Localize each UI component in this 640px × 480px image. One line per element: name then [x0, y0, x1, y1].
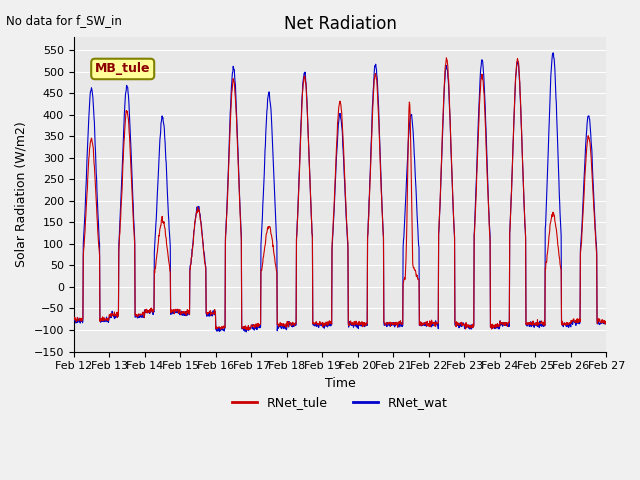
Title: Net Radiation: Net Radiation [284, 15, 396, 33]
X-axis label: Time: Time [324, 377, 355, 390]
Text: No data for f_SW_in: No data for f_SW_in [6, 14, 122, 27]
Text: MB_tule: MB_tule [95, 62, 150, 75]
Y-axis label: Solar Radiation (W/m2): Solar Radiation (W/m2) [15, 121, 28, 267]
Legend: RNet_tule, RNet_wat: RNet_tule, RNet_wat [227, 391, 453, 414]
